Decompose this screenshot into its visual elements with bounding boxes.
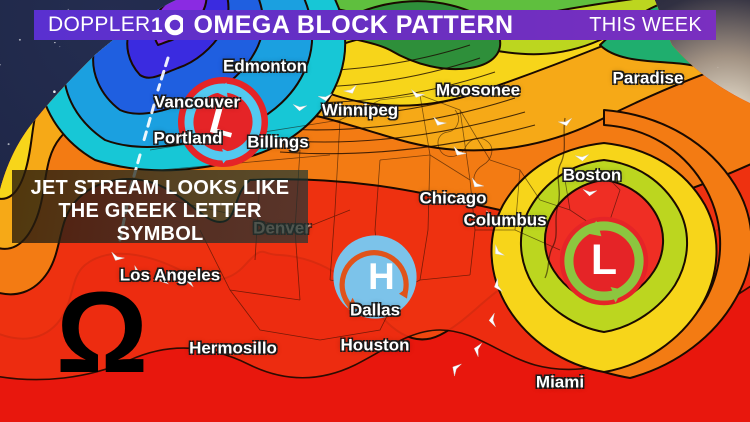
svg-text:1: 1 [151, 14, 163, 37]
